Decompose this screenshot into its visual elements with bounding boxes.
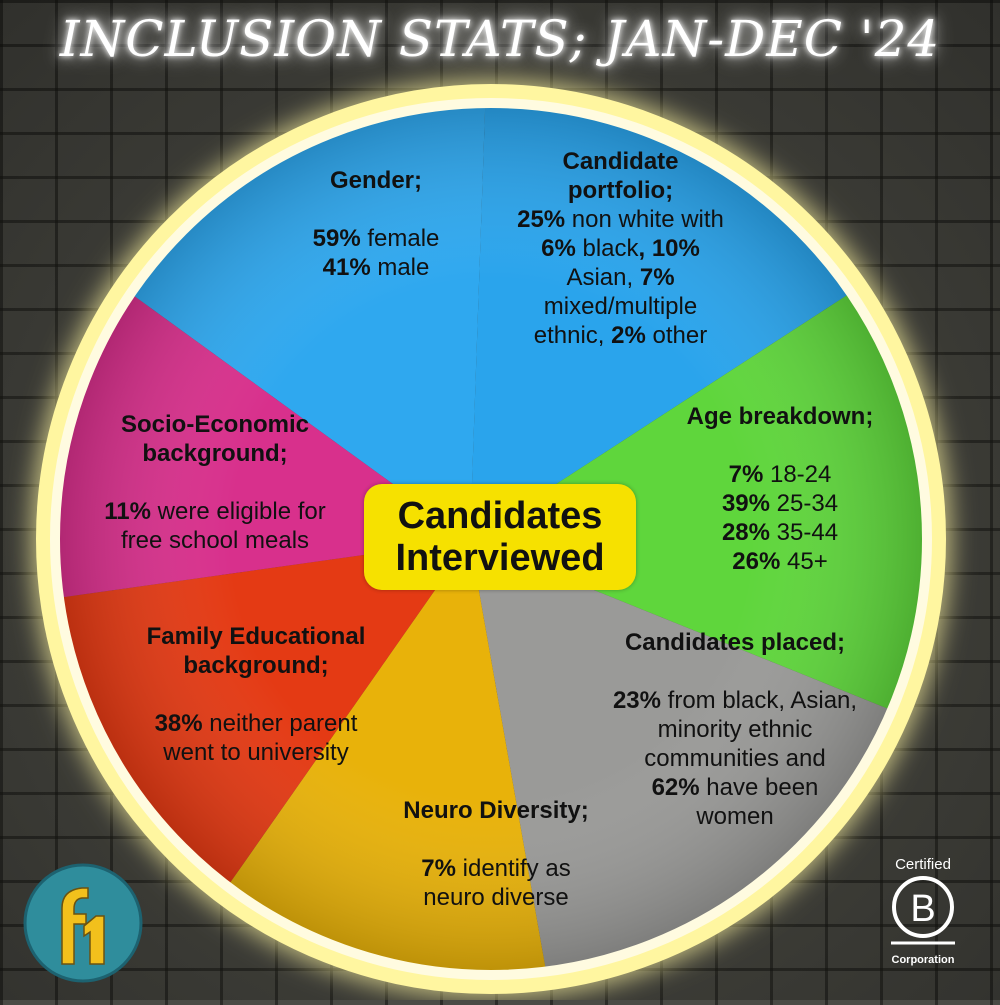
- portfolio-value-6: 6%: [541, 235, 576, 262]
- age-value-4: 26%: [732, 548, 781, 575]
- age-value-3: 28%: [721, 519, 770, 546]
- neuro-value: 7%: [421, 855, 456, 882]
- portfolio-line-4: mixed/multiple: [543, 293, 698, 320]
- center-label-line-2: Interviewed: [395, 537, 605, 579]
- b-corp-letter: B: [910, 888, 935, 930]
- socio-line-2: free school meals: [120, 527, 310, 554]
- age-range-4: 45+: [780, 548, 828, 575]
- portfolio-value-25: 25%: [517, 206, 566, 233]
- f1-logo-text: f1: [22, 862, 23, 863]
- portfolio-text-1: non white with: [565, 206, 724, 233]
- socio-line-1: 11% were eligible for: [70, 497, 360, 526]
- page-title: INCLUSION STATS; JAN-DEC '24: [59, 10, 941, 68]
- segment-portfolio: Candidate portfolio; 25% non white with …: [478, 147, 763, 350]
- portfolio-heading-1: Candidate: [562, 148, 679, 175]
- center-label-line-1: Candidates: [397, 495, 603, 537]
- family-line-2: went to university: [163, 739, 349, 766]
- gender-heading: Gender;: [329, 167, 422, 194]
- socio-text-1: were eligible for: [150, 498, 326, 525]
- age-value-1: 7%: [728, 461, 764, 488]
- placed-line-1: 23% from black, Asian,: [580, 686, 890, 715]
- center-label-box: Candidates Interviewed: [364, 484, 636, 590]
- portfolio-value-2: 2%: [611, 322, 646, 349]
- portfolio-text-3: Asian,: [566, 264, 640, 291]
- age-range-2: 25-34: [769, 490, 839, 517]
- placed-line-3: communities and: [644, 745, 826, 772]
- neuro-heading: Neuro Diversity;: [403, 797, 589, 824]
- family-text-1: neither parent: [202, 710, 358, 737]
- placed-heading: Candidates placed;: [624, 629, 846, 656]
- f1-logo: f1: [22, 862, 144, 984]
- glow-ring-outer: [36, 84, 946, 994]
- segment-socio: Socio-Economic background; 11% were elig…: [70, 410, 360, 555]
- placed-text-1: from black, Asian,: [660, 687, 858, 714]
- placed-text-4: have been: [699, 774, 819, 801]
- placed-value-62: 62%: [651, 774, 700, 801]
- b-corp-corporation: Corporation: [891, 954, 955, 966]
- portfolio-text-2: black: [575, 235, 639, 262]
- b-corp-certified: Certified: [895, 856, 951, 873]
- gender-female-value: 59%: [312, 225, 361, 252]
- neuro-text-1: identify as: [455, 855, 571, 882]
- family-value: 38%: [154, 710, 203, 737]
- age-range-3: 35-44: [769, 519, 839, 546]
- gender-male-text: male: [370, 254, 430, 281]
- portfolio-value-10: , 10%: [638, 235, 700, 262]
- placed-value-23: 23%: [612, 687, 661, 714]
- socio-heading-1: Socio-Economic: [120, 411, 310, 438]
- gender-male: 41% male: [236, 253, 516, 282]
- age-range-1: 18-24: [763, 461, 832, 488]
- gender-female: 59% female: [236, 224, 516, 253]
- placed-line-5: women: [696, 803, 774, 830]
- portfolio-heading-2: portfolio;: [567, 177, 674, 204]
- portfolio-text-5: ethnic,: [533, 322, 612, 349]
- placed-line-2: minority ethnic: [657, 716, 813, 743]
- segment-placed: Candidates placed; 23% from black, Asian…: [580, 628, 890, 831]
- family-heading-2: background;: [183, 652, 329, 679]
- portfolio-line-1: 25% non white with: [478, 205, 763, 234]
- segment-age: Age breakdown; 7% 18-24 39% 25-34 28% 35…: [640, 402, 920, 576]
- socio-value: 11%: [104, 498, 151, 525]
- age-value-2: 39%: [721, 490, 770, 517]
- placed-line-4: 62% have been: [580, 773, 890, 802]
- glow-ring: [50, 98, 932, 980]
- family-heading-1: Family Educational: [146, 623, 366, 650]
- age-row-1: 7% 18-24: [640, 460, 920, 489]
- neuro-line-2: neuro diverse: [423, 884, 569, 911]
- portfolio-line-3: Asian, 7%: [478, 263, 763, 292]
- gender-female-text: female: [360, 225, 440, 252]
- portfolio-text-6: other: [645, 322, 708, 349]
- segment-gender: Gender; 59% female 41% male: [236, 166, 516, 282]
- portfolio-value-7: 7%: [639, 264, 675, 291]
- gender-male-value: 41%: [322, 254, 371, 281]
- segment-family: Family Educational background; 38% neith…: [106, 622, 406, 767]
- segment-neuro: Neuro Diversity; 7% identify as neuro di…: [356, 796, 636, 912]
- neuro-line-1: 7% identify as: [356, 854, 636, 883]
- f1-logo-icon: f1: [22, 862, 143, 983]
- age-heading: Age breakdown;: [686, 403, 874, 430]
- b-corp-logo: Certified B Corporation: [868, 856, 978, 976]
- socio-heading-2: background;: [142, 440, 288, 467]
- portfolio-line-2: 6% black, 10%: [478, 234, 763, 263]
- age-row-3: 28% 35-44: [640, 518, 920, 547]
- family-line-1: 38% neither parent: [106, 709, 406, 738]
- age-row-4: 26% 45+: [640, 547, 920, 576]
- portfolio-line-5: ethnic, 2% other: [478, 321, 763, 350]
- b-corp-icon: B: [891, 876, 955, 945]
- age-row-2: 39% 25-34: [640, 489, 920, 518]
